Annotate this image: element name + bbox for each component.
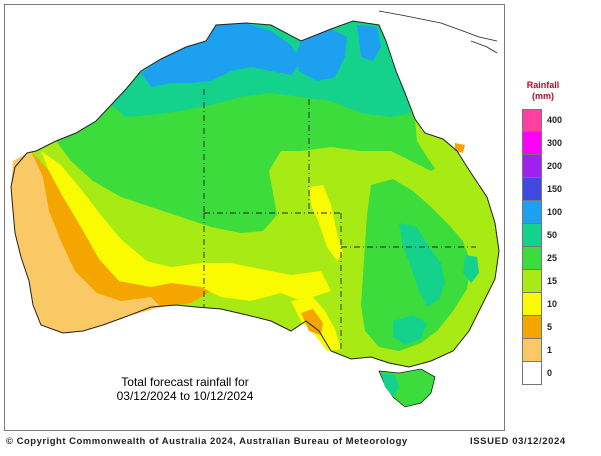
legend-title-line1: Rainfall: [526, 80, 560, 90]
png-coast: [378, 10, 498, 42]
caption-line2: 03/12/2024 to 10/12/2024: [116, 389, 254, 403]
legend-swatch-25: [522, 247, 542, 270]
legend-title: Rainfall (mm): [512, 80, 574, 102]
legend: Rainfall (mm) 400 300 200 150 100 50 25 15 10 5 1 0: [512, 76, 598, 386]
legend-swatch-1: [522, 339, 542, 362]
west-tan-zone: [11, 151, 161, 333]
legend-label-1: 1: [547, 344, 553, 355]
legend-label-5: 5: [547, 321, 553, 332]
blue-top-end-zone: [141, 23, 301, 87]
teal-east-zone: [399, 223, 445, 307]
legend-swatch-50: [522, 224, 542, 247]
legend-swatch-100: [522, 201, 542, 224]
legend-title-line2: (mm): [532, 91, 554, 101]
legend-label-400: 400: [547, 114, 563, 125]
legend-swatch-5: [522, 316, 542, 339]
legend-swatch-15: [522, 270, 542, 293]
legend-label-50: 50: [547, 229, 558, 240]
legend-swatch-300: [522, 132, 542, 155]
copyright-text: © Copyright Commonwealth of Australia 20…: [6, 436, 408, 447]
map-caption: Total forecast rainfall for 03/12/2024 t…: [100, 375, 270, 403]
legend-label-200: 200: [547, 160, 563, 171]
state-borders: [203, 89, 476, 351]
legend-label-300: 300: [547, 137, 563, 148]
legend-label-15: 15: [547, 275, 558, 286]
legend-label-25: 25: [547, 252, 558, 263]
legend-swatch-400: [522, 109, 542, 132]
legend-swatch-0: [522, 362, 542, 385]
legend-swatch-150: [522, 178, 542, 201]
legend-swatch-10: [522, 293, 542, 316]
issued-date: ISSUED 03/12/2024: [470, 436, 566, 447]
legend-label-100: 100: [547, 206, 563, 217]
legend-label-0: 0: [547, 367, 553, 378]
legend-swatches: [522, 109, 542, 385]
legend-label-150: 150: [547, 183, 563, 194]
map-frame: [4, 4, 505, 431]
rainfall-map: [10, 10, 500, 408]
yellow-zone: [41, 151, 331, 301]
caption-line1: Total forecast rainfall for: [121, 375, 249, 389]
legend-swatch-200: [522, 155, 542, 178]
coastline: [10, 20, 500, 368]
west-orange-zone: [31, 151, 211, 307]
legend-label-10: 10: [547, 298, 558, 309]
